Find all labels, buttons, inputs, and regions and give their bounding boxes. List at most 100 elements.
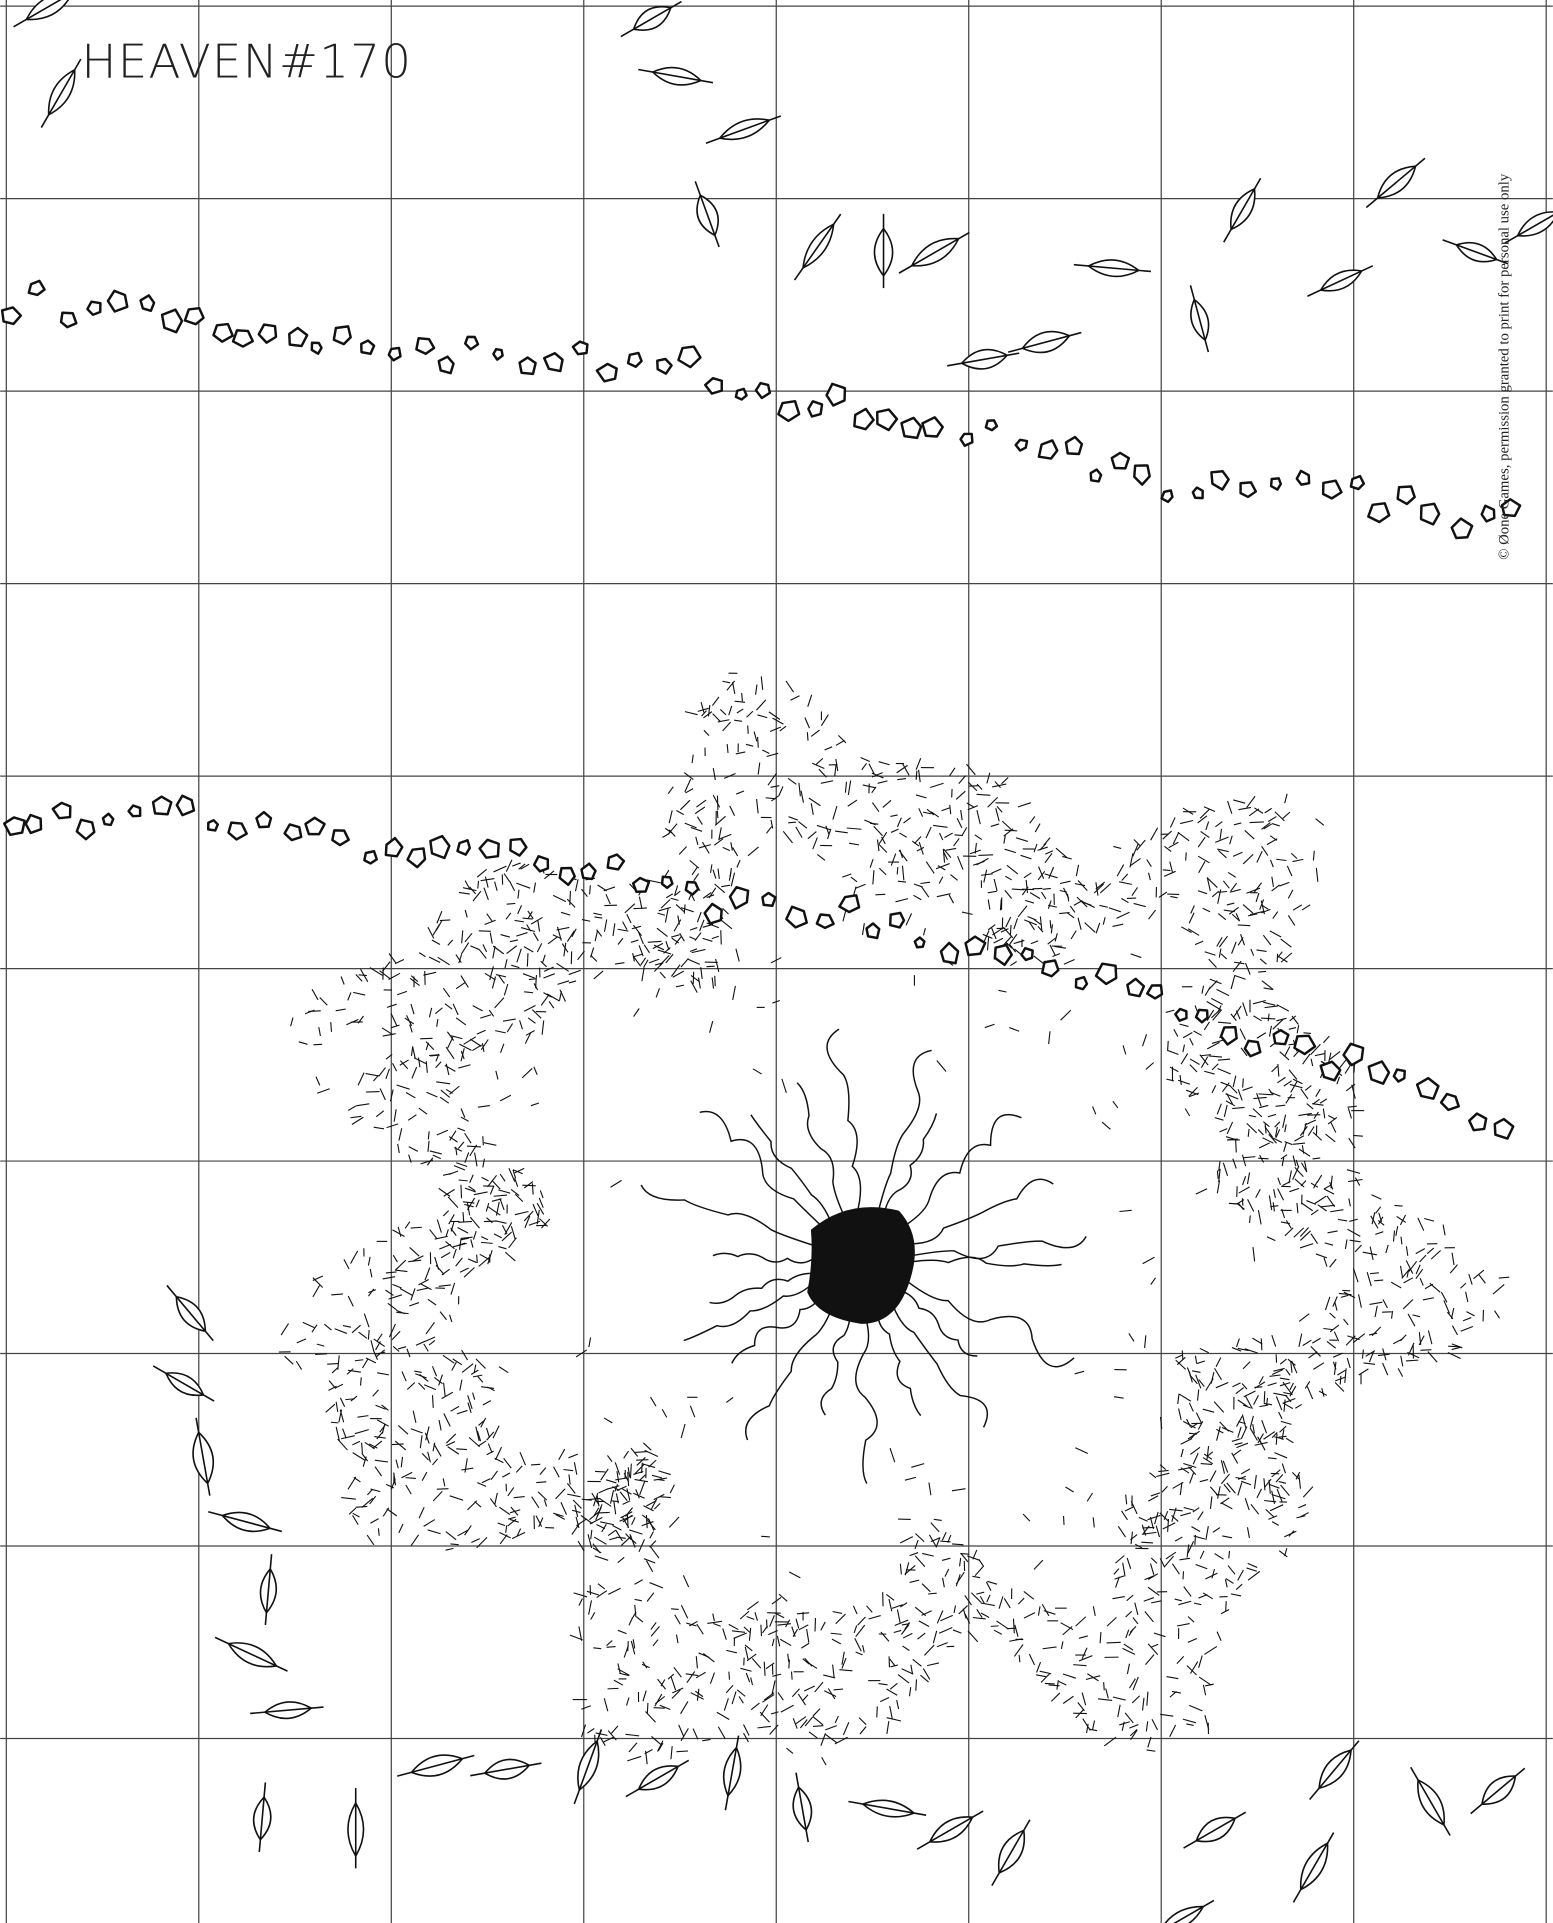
grass-tuft bbox=[936, 1642, 948, 1648]
grass-tuft bbox=[712, 767, 716, 781]
grass-tuft bbox=[1029, 892, 1041, 900]
grass-tuft bbox=[530, 916, 543, 925]
grass-tuft bbox=[630, 1447, 639, 1457]
grass-tuft bbox=[440, 1089, 451, 1098]
grass-tuft bbox=[1209, 1496, 1213, 1509]
leaves bbox=[13, 0, 1553, 1923]
grass-tuft bbox=[897, 1674, 910, 1684]
grass-tuft bbox=[1199, 1479, 1209, 1483]
grass-tuft bbox=[1263, 987, 1274, 991]
grass-tuft bbox=[1175, 1359, 1187, 1370]
grass-tuft bbox=[1328, 1115, 1336, 1120]
stone bbox=[1037, 439, 1059, 460]
grass-tuft bbox=[512, 862, 521, 867]
grass-tuft bbox=[1368, 1332, 1378, 1336]
grass-tuft bbox=[1253, 882, 1262, 894]
grass-tuft bbox=[928, 1534, 937, 1547]
grass-tuft bbox=[353, 991, 366, 996]
grass-tuft bbox=[889, 1658, 896, 1667]
grass-tuft bbox=[1129, 1724, 1139, 1729]
grass-tuft bbox=[369, 967, 383, 976]
leaf bbox=[1183, 1811, 1247, 1849]
grass-tuft bbox=[437, 956, 450, 966]
leaf-vein bbox=[898, 231, 970, 274]
grass-tuft bbox=[765, 1662, 775, 1670]
grass-tuft bbox=[1332, 1296, 1338, 1307]
grass-tuft bbox=[624, 903, 636, 914]
grass-tuft bbox=[643, 1558, 656, 1564]
grass-tuft bbox=[1069, 905, 1076, 913]
grass-tuft bbox=[937, 865, 946, 871]
grass-tuft bbox=[348, 1369, 361, 1373]
grass-tuft bbox=[1188, 1086, 1198, 1097]
grass-tuft bbox=[1215, 836, 1229, 843]
grass-tuft bbox=[1187, 1616, 1195, 1623]
grass-tuft bbox=[771, 1638, 775, 1647]
grass-tuft bbox=[1028, 921, 1035, 931]
grass-tuft bbox=[676, 810, 685, 816]
grass-tuft bbox=[1147, 1736, 1152, 1748]
grass-tuft bbox=[1220, 1081, 1230, 1087]
grass-tuft bbox=[1217, 913, 1227, 921]
grass-tuft bbox=[504, 1251, 516, 1262]
grass-tuft bbox=[1370, 1215, 1379, 1229]
grass-tuft bbox=[680, 1701, 689, 1715]
grass-tuft bbox=[1235, 1387, 1245, 1395]
stone bbox=[456, 839, 472, 856]
grass-tuft bbox=[1259, 958, 1267, 965]
grass-tuft bbox=[1114, 1396, 1124, 1399]
grass-tuft bbox=[347, 1476, 357, 1490]
grass-tuft bbox=[1231, 1438, 1241, 1442]
grass-tuft bbox=[578, 1598, 583, 1606]
grass-tuft bbox=[744, 1646, 749, 1660]
grass-tuft bbox=[499, 1094, 512, 1102]
grass-tuft bbox=[855, 1624, 866, 1638]
grass-tuft bbox=[505, 859, 513, 872]
grass-tuft bbox=[1021, 886, 1029, 896]
stone bbox=[777, 399, 801, 423]
grass-tuft bbox=[351, 1324, 361, 1334]
grass-tuft bbox=[791, 1688, 800, 1698]
pit-hole bbox=[807, 1207, 915, 1324]
grass-tuft bbox=[967, 805, 978, 811]
grass-tuft bbox=[680, 1728, 689, 1742]
grass-tuft bbox=[987, 1580, 998, 1585]
grass-tuft bbox=[1225, 1093, 1239, 1100]
grass-tuft bbox=[523, 946, 534, 953]
grass-tuft bbox=[702, 892, 712, 899]
grass-tuft bbox=[771, 1597, 782, 1605]
grass-tuft bbox=[633, 1492, 645, 1499]
grass-tuft bbox=[1207, 878, 1218, 888]
grass-tuft bbox=[1167, 1518, 1170, 1532]
grass-tuft bbox=[1214, 1553, 1224, 1560]
grass-tuft bbox=[448, 1136, 458, 1143]
leaf bbox=[722, 1735, 742, 1811]
grass-tuft bbox=[1077, 917, 1082, 930]
grass-tuft bbox=[448, 1170, 459, 1175]
leaf-vein bbox=[620, 0, 682, 38]
grass-tuft bbox=[418, 1382, 426, 1390]
stone bbox=[75, 818, 96, 841]
grass-tuft bbox=[522, 917, 533, 920]
grass-tuft bbox=[641, 1521, 654, 1527]
grass-tuft bbox=[743, 1732, 749, 1743]
grass-tuft bbox=[878, 843, 888, 853]
grass-tuft bbox=[820, 1621, 826, 1631]
grass-tuft bbox=[922, 1668, 931, 1680]
grass-tuft bbox=[1396, 1215, 1407, 1223]
leaf-vein bbox=[397, 1754, 475, 1777]
leaf bbox=[573, 1729, 603, 1805]
grass-tuft bbox=[731, 1630, 746, 1633]
grass-tuft bbox=[684, 822, 697, 829]
leaf bbox=[705, 115, 782, 144]
grass-tuft bbox=[913, 883, 923, 888]
grass-tuft bbox=[368, 1443, 378, 1449]
grass-tuft bbox=[1211, 1085, 1217, 1094]
grass-tuft bbox=[1256, 1032, 1267, 1039]
grass-tuft bbox=[850, 876, 858, 883]
grass-tuft bbox=[920, 1674, 929, 1683]
grass-tuft bbox=[657, 912, 666, 916]
grass-tuft bbox=[509, 939, 519, 943]
grass-tuft bbox=[646, 1500, 657, 1507]
grass-tuft bbox=[1233, 1449, 1242, 1456]
